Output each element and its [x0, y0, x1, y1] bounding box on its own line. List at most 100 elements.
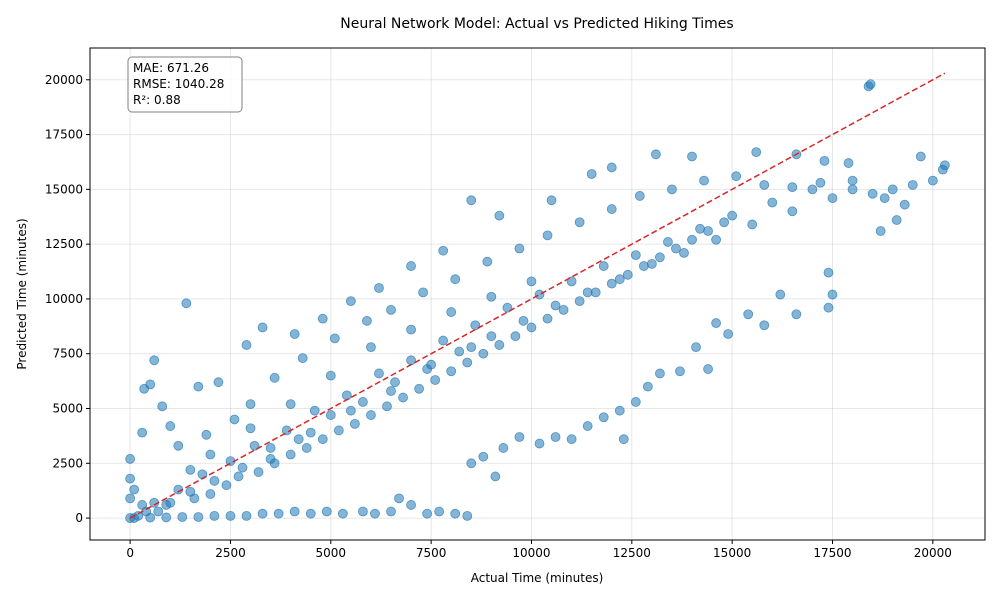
data-point-71: [345, 296, 356, 307]
data-point-180: [349, 418, 360, 429]
data-point-78: [181, 298, 192, 309]
data-point-76: [213, 377, 224, 388]
data-point-194: [574, 296, 585, 307]
data-point-95: [450, 274, 461, 285]
data-point-24: [454, 346, 465, 357]
data-point-44: [787, 206, 798, 217]
x-tick-label-2: 5000: [316, 546, 347, 560]
stat-mae: MAE: 671.26: [133, 61, 209, 75]
data-point-38: [679, 248, 689, 258]
data-point-29: [534, 289, 545, 300]
data-points: [125, 79, 950, 523]
data-point-158: [193, 512, 204, 522]
data-point-86: [201, 429, 212, 440]
data-point-215: [305, 427, 316, 438]
y-tick-label-4: 10000: [45, 292, 83, 306]
data-point-89: [269, 372, 280, 383]
data-point-91: [329, 333, 340, 344]
x-tick-label-6: 15000: [713, 546, 751, 560]
data-point-142: [434, 506, 445, 517]
data-point-43: [767, 197, 778, 208]
data-point-173: [233, 471, 244, 482]
data-point-10: [237, 462, 248, 473]
data-point-155: [241, 510, 252, 521]
data-point-134: [534, 438, 545, 449]
data-point-170: [189, 493, 200, 504]
data-point-58: [819, 155, 830, 166]
data-point-23: [438, 335, 449, 346]
x-tick-label-1: 2500: [215, 546, 246, 560]
data-point-156: [225, 510, 236, 521]
data-point-157: [209, 510, 220, 521]
data-point-74: [257, 322, 268, 333]
data-point-100: [606, 204, 617, 214]
data-point-112: [875, 226, 886, 236]
data-point-213: [185, 464, 196, 475]
data-point-201: [687, 234, 697, 245]
data-point-140: [462, 510, 473, 521]
data-point-165: [125, 493, 136, 504]
data-point-162: [129, 513, 140, 523]
plot-frame: [89, 47, 986, 541]
data-point-195: [590, 287, 601, 298]
y-tick-label-8: 20000: [45, 73, 83, 87]
data-point-113: [823, 267, 834, 278]
data-point-174: [253, 467, 264, 477]
data-point-122: [703, 364, 713, 374]
data-point-53: [937, 164, 948, 175]
data-point-37: [663, 237, 673, 247]
data-point-206: [406, 324, 416, 335]
data-point-62: [650, 149, 661, 160]
x-axis-ticks: 0 2500 5000 7500 10000 12500 15000 17500 20000: [126, 540, 952, 560]
y-axis-label: Predicted Time (minutes): [15, 218, 29, 369]
data-point-36: [646, 258, 657, 269]
data-point-204: [325, 370, 336, 381]
data-point-119: [743, 309, 754, 320]
data-point-105: [759, 180, 770, 190]
data-point-212: [205, 449, 216, 460]
data-point-131: [582, 421, 593, 431]
y-tick-label-5: 12500: [45, 237, 83, 251]
data-point-114: [827, 289, 838, 300]
data-point-65: [546, 195, 557, 206]
data-point-143: [422, 508, 433, 519]
data-point-209: [526, 276, 537, 287]
data-point-166: [129, 484, 140, 495]
data-point-108: [847, 184, 858, 195]
data-point-63: [606, 162, 617, 173]
x-axis-label: Actual Time (minutes): [471, 571, 604, 585]
x-tick-label-4: 10000: [512, 546, 550, 560]
data-point-88: [245, 399, 256, 410]
data-point-214: [265, 454, 276, 464]
y-tick-label-1: 2500: [52, 456, 83, 470]
data-point-211: [245, 423, 256, 434]
data-point-67: [466, 195, 477, 206]
data-point-31: [566, 276, 577, 287]
data-point-45: [807, 184, 818, 195]
data-point-50: [907, 180, 918, 190]
data-point-216: [345, 405, 356, 416]
data-point-169: [165, 497, 176, 508]
data-point-117: [775, 289, 786, 300]
data-point-192: [542, 313, 553, 324]
data-point-145: [394, 493, 404, 504]
data-point-183: [398, 392, 408, 403]
data-point-210: [285, 399, 296, 410]
data-point-219: [466, 342, 477, 353]
data-point-60: [751, 147, 762, 157]
data-point-139: [466, 458, 477, 469]
x-tick-label-3: 7500: [416, 546, 447, 560]
data-point-149: [337, 508, 348, 519]
data-point-97: [514, 243, 525, 254]
y-tick-label-6: 15000: [45, 182, 83, 196]
data-point-160: [161, 512, 172, 523]
data-point-28: [518, 315, 529, 326]
data-point-163: [125, 454, 136, 464]
data-point-125: [655, 368, 665, 379]
data-point-124: [675, 366, 685, 377]
data-point-12: [265, 443, 276, 453]
data-point-128: [618, 434, 629, 445]
data-point-161: [145, 512, 156, 523]
data-point-70: [374, 283, 384, 293]
data-point-93: [386, 304, 396, 315]
